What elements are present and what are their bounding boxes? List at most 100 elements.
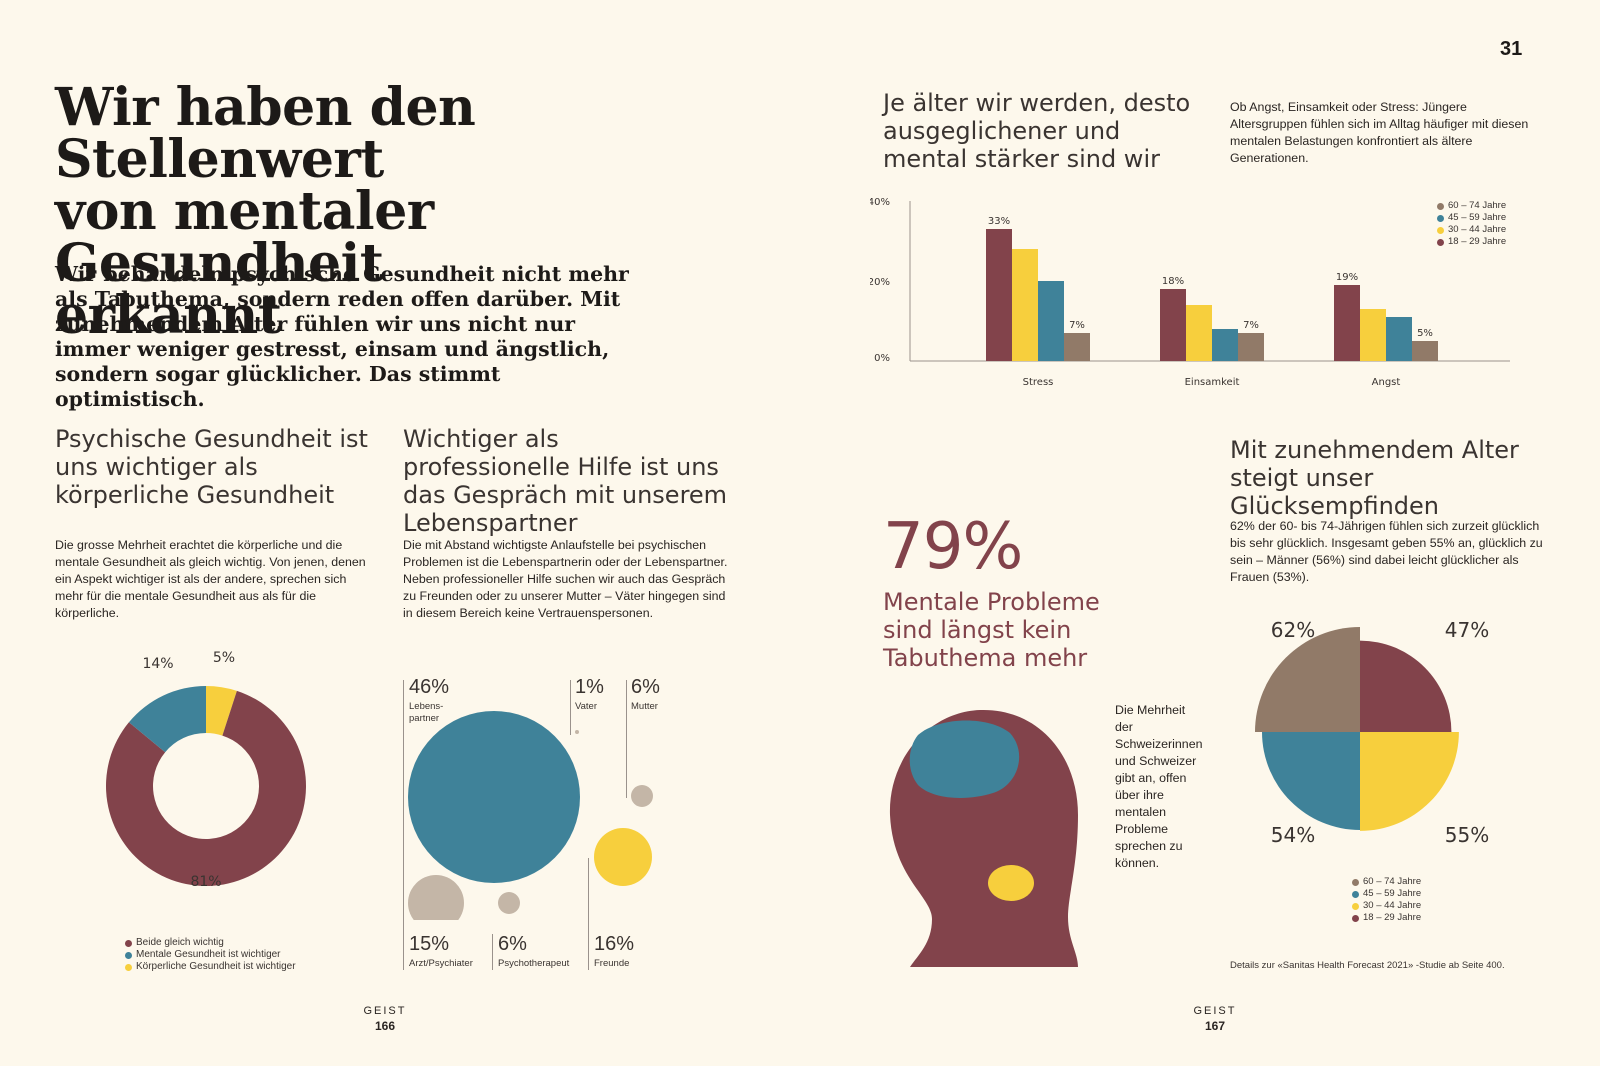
page-number-left: GEIST 166 bbox=[355, 1005, 415, 1033]
legend-item-60-74: 60 – 74 Jahre bbox=[1437, 200, 1506, 212]
bubble-value-vater: 1% bbox=[575, 676, 604, 698]
legend-item-koerper: Körperliche Gesundheit ist wichtiger bbox=[125, 961, 296, 973]
corner-page-number: 31 bbox=[1500, 38, 1523, 60]
bubble-label-freunde: Freunde bbox=[594, 958, 630, 969]
legend-dot bbox=[1437, 202, 1444, 210]
head-yellow-spot bbox=[988, 865, 1034, 901]
pie-slice bbox=[1255, 627, 1360, 732]
section1-body: Die grosse Mehrheit erachtet die körperl… bbox=[55, 538, 366, 620]
pie-label-60-74: 62% bbox=[1271, 618, 1315, 642]
pie-slice bbox=[1360, 640, 1452, 732]
section2-title: Wichtiger als professionelle Hilfe ist u… bbox=[403, 425, 728, 537]
bar bbox=[986, 229, 1012, 361]
donut-legend: Beide gleich wichtig Mentale Gesundheit … bbox=[125, 937, 296, 973]
bar bbox=[1212, 329, 1238, 361]
legend-item-18-29: 18 – 29 Jahre bbox=[1352, 912, 1421, 924]
page-number: 166 bbox=[374, 1019, 396, 1033]
legend-dot bbox=[125, 951, 132, 959]
legend-label: 18 – 29 Jahre bbox=[1448, 236, 1507, 247]
legend-label: Beide gleich wichtig bbox=[136, 937, 224, 948]
title-line-3: erkannt bbox=[55, 285, 282, 346]
donut-label-beide: 81% bbox=[190, 874, 221, 890]
legend-dot bbox=[1352, 902, 1359, 910]
bar bbox=[1012, 249, 1038, 361]
head-blue-spot bbox=[909, 720, 1020, 798]
donut-slice bbox=[128, 686, 206, 753]
donut-slice bbox=[105, 690, 306, 886]
donut-chart: 14% 5% 81% bbox=[105, 650, 306, 890]
data-label: 7% bbox=[1069, 320, 1085, 331]
donut-label-koerper: 5% bbox=[213, 650, 235, 666]
legend-label: 60 – 74 Jahre bbox=[1363, 876, 1422, 887]
legend-label: 45 – 59 Jahre bbox=[1448, 212, 1507, 223]
bubble-label-vater: Vater bbox=[575, 701, 598, 712]
legend-label: Mentale Gesundheit ist wichtiger bbox=[136, 949, 281, 960]
title-line-2: von mentaler Gesundheit bbox=[55, 181, 434, 294]
page-label: GEIST bbox=[1193, 1005, 1237, 1017]
bar bbox=[1360, 309, 1386, 361]
legend-item-mental: Mentale Gesundheit ist wichtiger bbox=[125, 949, 296, 961]
legend-dot bbox=[1437, 238, 1444, 246]
data-label: 19% bbox=[1336, 272, 1358, 283]
bubble-label-partner: Lebens- partner bbox=[409, 701, 444, 724]
legend-dot bbox=[125, 939, 132, 947]
bar-chart: 0% 20% 40% Stress Einsamkeit Angst 33% 7% 18% 7%… bbox=[870, 197, 1510, 388]
bubble-value-psycho: 6% bbox=[498, 933, 527, 955]
section3-title: Je älter wir werden, desto ausgeglichene… bbox=[883, 89, 1191, 173]
legend-dot bbox=[1437, 226, 1444, 234]
bar-legend: 60 – 74 Jahre 45 – 59 Jahre 30 – 44 Jahr… bbox=[1437, 200, 1506, 248]
data-label: 18% bbox=[1162, 276, 1184, 287]
legend-dot bbox=[1352, 914, 1359, 922]
pie-label-18-29: 47% bbox=[1445, 618, 1489, 642]
page-title: Wir haben den Stellenwert von mentaler G… bbox=[55, 82, 755, 342]
bubble-partner bbox=[408, 711, 580, 883]
pie-slice bbox=[1360, 732, 1459, 831]
bubble-label-mutter: Mutter bbox=[631, 701, 658, 712]
donut-label-mental: 14% bbox=[142, 656, 173, 672]
bubble-mutter bbox=[631, 785, 653, 807]
pie-chart: 62% 47% 54% 55% bbox=[1255, 618, 1489, 847]
bubble-vater bbox=[575, 730, 579, 734]
legend-label: 30 – 44 Jahre bbox=[1363, 900, 1422, 911]
y-tick-label: 20% bbox=[870, 277, 890, 288]
legend-label: 45 – 59 Jahre bbox=[1363, 888, 1422, 899]
bubble-freunde bbox=[594, 828, 652, 886]
bubble-psycho bbox=[498, 892, 520, 914]
legend-item-45-59: 45 – 59 Jahre bbox=[1437, 212, 1506, 224]
section5-body: 62% der 60- bis 74-Jährigen fühlen sich … bbox=[1230, 519, 1543, 584]
legend-item-60-74: 60 – 74 Jahre bbox=[1352, 876, 1421, 888]
bubble-label-psycho: Psychotherapeut bbox=[498, 958, 570, 969]
legend-dot bbox=[125, 963, 132, 971]
legend-item-30-44: 30 – 44 Jahre bbox=[1437, 224, 1506, 236]
legend-item-30-44: 30 – 44 Jahre bbox=[1352, 900, 1421, 912]
page-label: GEIST bbox=[363, 1005, 407, 1017]
page-number: 167 bbox=[1204, 1019, 1226, 1033]
bubble-value-partner: 46% bbox=[409, 676, 450, 698]
bubble-label-arzt: Arzt/Psychiater bbox=[409, 958, 473, 969]
y-tick-label: 40% bbox=[870, 197, 890, 208]
legend-label: 30 – 44 Jahre bbox=[1448, 224, 1507, 235]
section1-title: Psychische Gesundheit ist uns wichtiger … bbox=[55, 425, 368, 509]
x-tick-label: Stress bbox=[1023, 377, 1054, 388]
x-tick-label: Angst bbox=[1372, 377, 1401, 388]
data-label: 5% bbox=[1417, 328, 1433, 339]
page-number-right: GEIST 167 bbox=[1185, 1005, 1245, 1033]
pie-label-30-44: 55% bbox=[1445, 823, 1489, 847]
bar bbox=[1186, 305, 1212, 361]
legend-label: 60 – 74 Jahre bbox=[1448, 200, 1507, 211]
big-percent: 79% bbox=[883, 510, 1023, 584]
bar bbox=[1412, 341, 1438, 361]
data-label: 33% bbox=[988, 216, 1010, 227]
bar bbox=[1160, 289, 1186, 361]
lead-paragraph: Wir behandeln psychische Gesundheit nich… bbox=[55, 262, 629, 411]
bar bbox=[1038, 281, 1064, 361]
section3-intro: Ob Angst, Einsamkeit oder Stress: Jünger… bbox=[1230, 100, 1529, 165]
bubble-value-mutter: 6% bbox=[631, 676, 660, 698]
section4-body: Die Mehrheit der Schweizerinnen und Schw… bbox=[1115, 703, 1203, 870]
bar bbox=[1334, 285, 1360, 361]
donut-slice bbox=[206, 686, 237, 736]
legend-dot bbox=[1437, 214, 1444, 222]
legend-item-18-29: 18 – 29 Jahre bbox=[1437, 236, 1506, 248]
head-illustration bbox=[889, 709, 1078, 967]
bubble-chart bbox=[408, 711, 653, 920]
